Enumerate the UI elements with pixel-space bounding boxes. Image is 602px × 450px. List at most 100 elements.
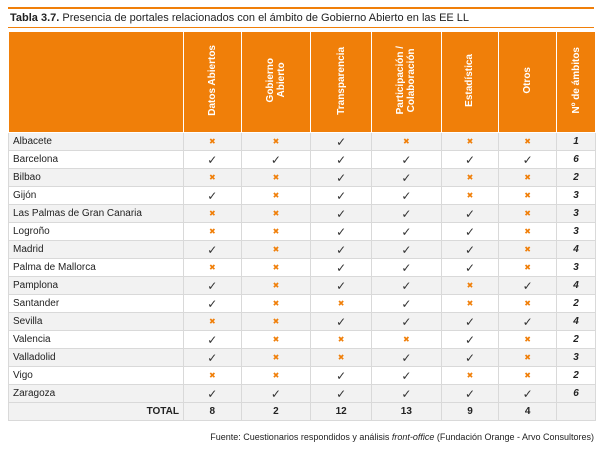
cell: ✖ bbox=[240, 186, 312, 205]
cell: ✓ bbox=[310, 240, 373, 259]
cell: Palma de Mallorca bbox=[8, 258, 184, 277]
row: Madrid ✓ ✖ ✓ ✓ ✓ ✖ 4 bbox=[8, 240, 596, 259]
status: ✓ bbox=[401, 188, 412, 203]
total-value: 13 bbox=[400, 406, 412, 417]
cell: ✖ bbox=[440, 132, 500, 151]
status: ✖ bbox=[272, 335, 280, 344]
cell: ✓ bbox=[498, 312, 557, 331]
header-line: Datos Abiertos bbox=[206, 45, 218, 116]
total-value: 9 bbox=[467, 406, 473, 417]
status: ✖ bbox=[208, 371, 216, 380]
header-line: Gobierno bbox=[264, 58, 276, 103]
status: ✖ bbox=[272, 173, 280, 182]
cell: ✖ bbox=[240, 222, 312, 241]
cell: 3 bbox=[556, 348, 596, 367]
cell: ✖ bbox=[498, 330, 557, 349]
row: Albacete ✖ ✖ ✓ ✖ ✖ ✖ 1 bbox=[8, 132, 596, 151]
cell: Valencia bbox=[8, 330, 184, 349]
count: 2 bbox=[573, 172, 579, 183]
count: 2 bbox=[573, 334, 579, 345]
cell: ✓ bbox=[371, 294, 442, 313]
status: ✖ bbox=[208, 227, 216, 236]
status: ✖ bbox=[524, 353, 531, 362]
status: ✖ bbox=[272, 317, 280, 326]
status: ✖ bbox=[272, 299, 280, 308]
header-label: Gobierno Abierto bbox=[265, 58, 287, 102]
cell: Valladolid bbox=[8, 348, 184, 367]
cell: ✓ bbox=[440, 258, 500, 277]
status: ✖ bbox=[208, 137, 216, 146]
cell: ✓ bbox=[183, 240, 242, 259]
cell: ✖ bbox=[240, 204, 312, 223]
status: ✖ bbox=[524, 335, 531, 344]
total-cell bbox=[556, 402, 596, 421]
cell: ✖ bbox=[183, 132, 242, 151]
status: ✓ bbox=[464, 386, 475, 401]
header-cell: Gobierno Abierto bbox=[240, 31, 312, 133]
cell: ✓ bbox=[371, 222, 442, 241]
header-label: Nº de ámbitos bbox=[571, 47, 582, 113]
status: ✓ bbox=[464, 260, 475, 275]
status: ✖ bbox=[272, 209, 280, 218]
count: 6 bbox=[573, 388, 579, 399]
city: Valladolid bbox=[13, 352, 56, 363]
cell: ✖ bbox=[498, 186, 557, 205]
cell: ✖ bbox=[440, 366, 500, 385]
cell: ✓ bbox=[240, 150, 312, 169]
header-cell: Nº de ámbitos bbox=[556, 31, 596, 133]
cell: ✓ bbox=[310, 312, 373, 331]
cell: ✖ bbox=[240, 258, 312, 277]
status: ✓ bbox=[522, 386, 533, 401]
title-text: Presencia de portales relacionados con e… bbox=[62, 12, 470, 24]
row: Vigo ✖ ✖ ✓ ✓ ✖ ✖ 2 bbox=[8, 366, 596, 385]
count: 3 bbox=[573, 190, 579, 201]
status: ✖ bbox=[466, 173, 474, 182]
status: ✖ bbox=[272, 281, 280, 290]
header-line: Abierto bbox=[275, 63, 287, 98]
status: ✓ bbox=[207, 386, 218, 401]
cell: ✖ bbox=[240, 240, 312, 259]
status: ✓ bbox=[401, 296, 412, 311]
cell: Bilbao bbox=[8, 168, 184, 187]
cell: Vigo bbox=[8, 366, 184, 385]
cell: ✓ bbox=[240, 384, 312, 403]
count: 1 bbox=[573, 136, 579, 147]
cell: ✓ bbox=[440, 384, 500, 403]
cell: 6 bbox=[556, 384, 596, 403]
cell: ✖ bbox=[183, 168, 242, 187]
status: ✓ bbox=[336, 242, 347, 257]
status: ✖ bbox=[208, 263, 216, 272]
cell: ✓ bbox=[371, 348, 442, 367]
total-value: 8 bbox=[209, 406, 216, 417]
cell: ✓ bbox=[371, 186, 442, 205]
count: 4 bbox=[573, 244, 579, 255]
cell: ✖ bbox=[240, 132, 312, 151]
table-body: Albacete ✖ ✖ ✓ ✖ ✖ ✖ 1 Barcelona ✓ ✓ ✓ ✓ ✓ ✓ 6 Bilbao ✖ ✖ ✓… bbox=[8, 132, 596, 421]
status: ✖ bbox=[403, 137, 410, 146]
cell: 4 bbox=[556, 312, 596, 331]
status: ✓ bbox=[401, 152, 412, 167]
status: ✖ bbox=[272, 137, 280, 146]
cell: ✓ bbox=[371, 240, 442, 259]
status: ✓ bbox=[207, 332, 218, 347]
city: Palma de Mallorca bbox=[13, 262, 96, 273]
header-cell: Estadística bbox=[440, 31, 500, 133]
cell: ✖ bbox=[498, 240, 557, 259]
status: ✖ bbox=[208, 317, 216, 326]
city: Bilbao bbox=[13, 172, 41, 183]
footer-text: (Fundación Orange - Arvo Consultores) bbox=[434, 432, 594, 442]
cell: ✖ bbox=[240, 348, 312, 367]
cell: ✓ bbox=[183, 276, 242, 295]
cell: ✓ bbox=[440, 150, 500, 169]
city: Santander bbox=[13, 298, 60, 309]
total-cell: TOTAL bbox=[8, 402, 184, 421]
count: 3 bbox=[573, 352, 579, 363]
cell: ✓ bbox=[371, 168, 442, 187]
cell: ✖ bbox=[440, 294, 500, 313]
count: 4 bbox=[573, 316, 579, 327]
cell: ✓ bbox=[498, 150, 557, 169]
status: ✓ bbox=[336, 314, 347, 329]
footer-text: Fuente: Cuestionarios respondidos y anál… bbox=[210, 432, 392, 442]
header-cell: Otros bbox=[498, 31, 557, 133]
